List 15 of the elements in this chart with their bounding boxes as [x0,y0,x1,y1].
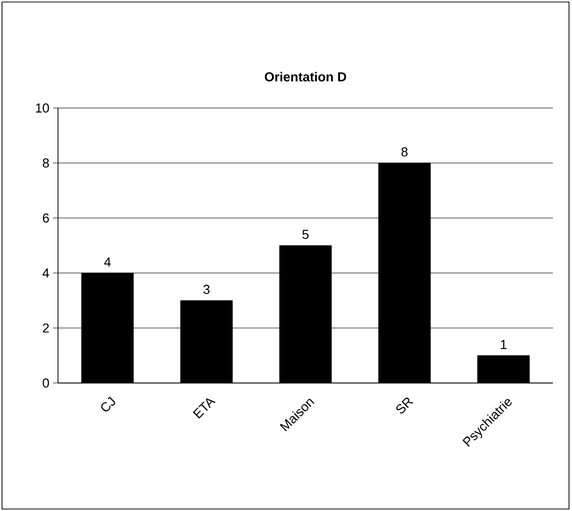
chart-title: Orientation D [264,72,346,82]
data-label: 5 [302,230,309,239]
x-tick-label: CJ [101,396,116,412]
y-tick-label: 8 [42,158,49,168]
x-tick-label: SR [396,398,414,414]
data-label: 1 [500,340,506,349]
y-tick-label: 6 [42,213,49,223]
y-tick-label: 0 [42,378,49,388]
data-label: 3 [203,284,210,294]
y-tick-label: 2 [42,323,49,333]
y-tick-label: 10 [36,103,49,113]
x-tick-label: ETA [192,398,216,419]
data-label: 4 [104,258,111,266]
y-tick-label: 4 [42,268,50,278]
data-label: 8 [401,147,408,156]
